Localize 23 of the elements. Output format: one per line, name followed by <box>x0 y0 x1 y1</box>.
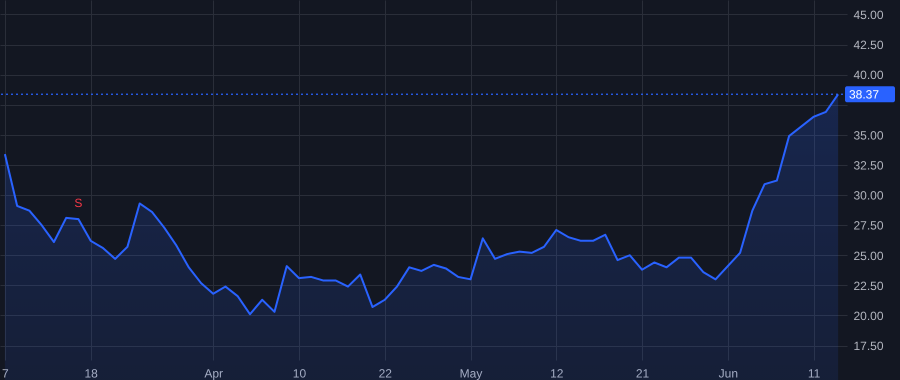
x-tick-label: 11 <box>808 366 821 380</box>
y-tick-label: 22.50 <box>854 278 884 293</box>
x-tick-label: Jun <box>718 366 738 380</box>
x-tick-label: May <box>460 366 482 380</box>
x-tick-label: 21 <box>636 366 650 380</box>
y-tick-label: 32.50 <box>854 158 884 172</box>
y-tick-label: 20.00 <box>854 308 884 323</box>
y-tick-label: 25.00 <box>854 248 884 263</box>
annotation: S <box>74 196 82 210</box>
y-tick-label: 45.00 <box>854 8 884 22</box>
y-tick-label: 40.00 <box>854 68 884 82</box>
y-tick-label: 17.50 <box>854 339 884 354</box>
y-tick-label: 30.00 <box>854 188 884 203</box>
ref-line-label: 38.37 <box>849 87 880 102</box>
y-tick-label: 35.00 <box>854 128 884 142</box>
x-tick-label: 18 <box>84 366 98 380</box>
x-tick-label: 12 <box>550 366 564 380</box>
x-tick-label: 10 <box>292 366 306 380</box>
y-tick-label: 42.50 <box>854 38 884 52</box>
x-tick-label: Apr <box>204 366 224 380</box>
y-tick-label: 27.50 <box>854 218 884 233</box>
x-tick-label: 22 <box>378 366 392 380</box>
x-tick-label: 7 <box>2 366 10 380</box>
